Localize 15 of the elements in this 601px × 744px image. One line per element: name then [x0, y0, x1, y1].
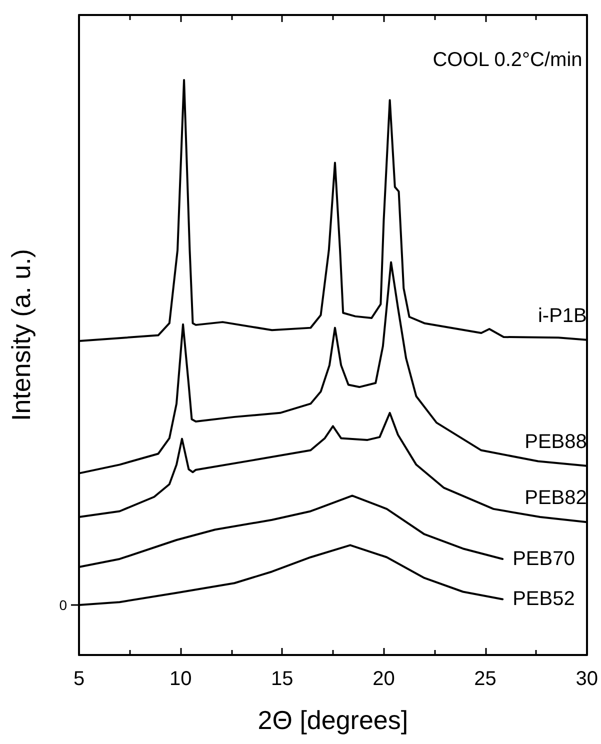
x-axis-title: 2Θ [degrees]	[258, 705, 408, 735]
series-label: PEB52	[512, 588, 575, 610]
x-tick-label: 10	[169, 668, 192, 690]
x-tick-label: 5	[73, 668, 85, 690]
x-tick-label: 15	[271, 668, 294, 690]
y-axis-title: Intensity (a. u.)	[6, 249, 36, 421]
annotation: 0	[59, 596, 68, 613]
x-tick-label: 25	[474, 668, 496, 690]
x-tick-label: 20	[372, 668, 395, 690]
text: COOL 0.2°C/min	[432, 49, 582, 71]
series-label: PEB82	[524, 487, 587, 510]
series-label: PEB70	[512, 548, 575, 570]
x-tick-label: 30	[576, 668, 598, 690]
series-label: i-P1B	[538, 304, 587, 327]
series-label: PEB88	[524, 430, 587, 453]
